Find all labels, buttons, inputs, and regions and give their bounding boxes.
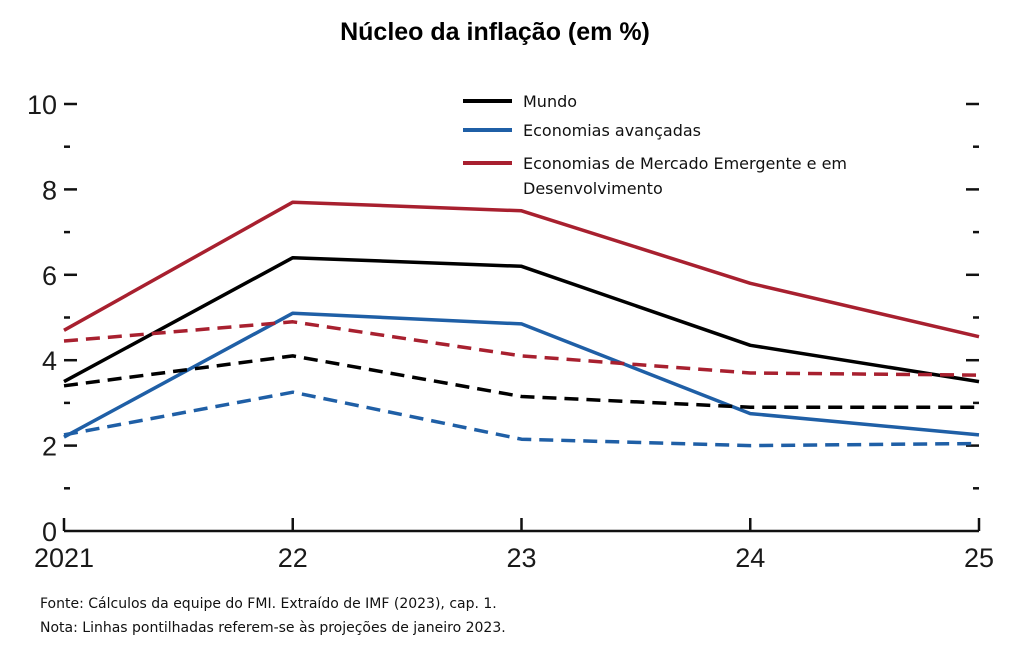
legend-label: Desenvolvimento [523,179,663,198]
footnote: Nota: Linhas pontilhadas referem-se às p… [40,620,506,636]
y-tick-label: 6 [42,261,57,291]
series-line-economias-avancadas [63,311,980,439]
series-line-mundo [63,255,980,384]
legend-label: Economias avançadas [523,121,701,140]
y-tick-label: 2 [42,432,57,462]
chart-title: Núcleo da inflação (em %) [340,18,650,46]
series-line-mundo-projecao-jan-2023 [63,354,979,409]
x-tick-label: 24 [735,543,765,573]
series-lines [63,200,980,448]
y-tick-label: 8 [42,175,57,205]
y-tick-label: 4 [42,346,57,376]
x-tick-label: 25 [964,543,994,573]
legend-label: Mundo [523,92,577,111]
series-line-economias-avancadas-projecao-jan-2023 [63,390,980,448]
legend-label: Economias de Mercado Emergente e em [523,154,847,173]
series-line-economias-de-mercado-emergente-e-em-desenvolvimento [63,200,980,339]
y-tick-label: 0 [42,517,57,547]
x-tick-label: 22 [278,543,308,573]
x-tick-label: 2021 [34,543,94,573]
legend: Mundo Economias avançadas Economias de Mer… [463,92,847,198]
y-tick-label: 10 [27,90,57,120]
source-note: Fonte: Cálculos da equipe do FMI. Extraí… [40,596,497,612]
x-tick-label: 23 [506,543,536,573]
